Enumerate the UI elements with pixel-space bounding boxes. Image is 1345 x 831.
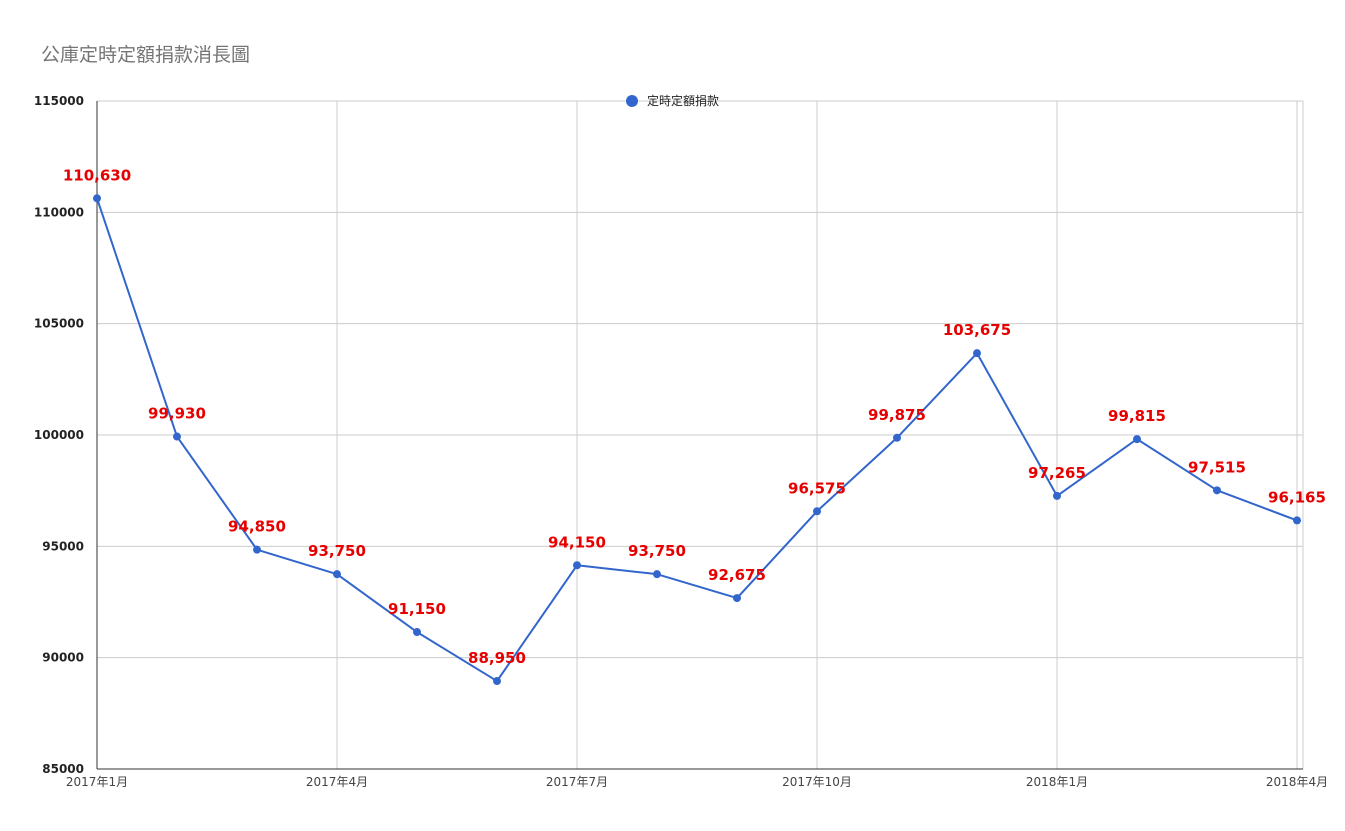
x-tick-label: 2017年4月 [306, 775, 368, 789]
data-point [413, 628, 421, 637]
data-label: 96,165 [1268, 488, 1326, 506]
data-label: 99,875 [868, 406, 926, 424]
axes: 85000 90000 95000 100000 105000 110000 115000 2… [34, 94, 1328, 789]
chart-title: 公庫定時定額捐款消長圖 [41, 44, 250, 66]
x-tick-label: 2017年7月 [546, 775, 608, 789]
series-line [96, 197, 1298, 683]
legend: 定時定額捐款 [626, 93, 719, 108]
data-label: 97,515 [1188, 458, 1246, 476]
y-tick-label: 85000 [42, 762, 84, 776]
data-point [333, 570, 341, 579]
data-point [813, 507, 821, 516]
x-tick-label: 2017年1月 [66, 775, 128, 789]
data-point [653, 570, 661, 579]
legend-label: 定時定額捐款 [647, 93, 719, 108]
series-layer [93, 194, 1301, 686]
y-tick-label: 115000 [34, 94, 84, 108]
y-tick-label: 100000 [34, 428, 84, 442]
y-tick-label: 90000 [42, 651, 84, 665]
data-point [733, 594, 741, 603]
data-point [1133, 435, 1141, 444]
data-label: 110,630 [63, 166, 131, 184]
data-label: 96,575 [788, 479, 846, 497]
data-label: 99,815 [1108, 407, 1166, 425]
data-label: 99,930 [148, 405, 206, 423]
data-label: 103,675 [943, 321, 1011, 339]
data-point [1293, 516, 1301, 525]
y-tick-label: 110000 [34, 205, 84, 219]
data-point [93, 194, 101, 203]
data-point [893, 433, 901, 442]
grid-lines [96, 100, 1304, 770]
data-point [573, 561, 581, 570]
data-label: 93,750 [628, 542, 686, 560]
data-point [1053, 491, 1061, 500]
data-label: 92,675 [708, 566, 766, 584]
data-point [493, 677, 501, 686]
data-point [173, 432, 181, 441]
data-point [973, 349, 981, 358]
legend-marker [626, 95, 638, 107]
x-tick-label: 2018年1月 [1026, 775, 1088, 789]
y-tick-label: 95000 [42, 539, 84, 553]
x-tick-label: 2017年10月 [782, 775, 852, 789]
data-label: 91,150 [388, 600, 446, 618]
data-label: 94,850 [228, 518, 286, 536]
data-label: 88,950 [468, 649, 526, 667]
data-labels: 110,630 99,930 94,850 93,750 91,150 88,950 94,… [63, 166, 1326, 667]
data-label: 93,750 [308, 542, 366, 560]
y-tick-label: 105000 [34, 317, 84, 331]
x-tick-label: 2018年4月 [1266, 775, 1328, 789]
data-point [253, 545, 261, 554]
data-label: 97,265 [1028, 464, 1086, 482]
data-point [1213, 486, 1221, 495]
data-label: 94,150 [548, 533, 606, 551]
